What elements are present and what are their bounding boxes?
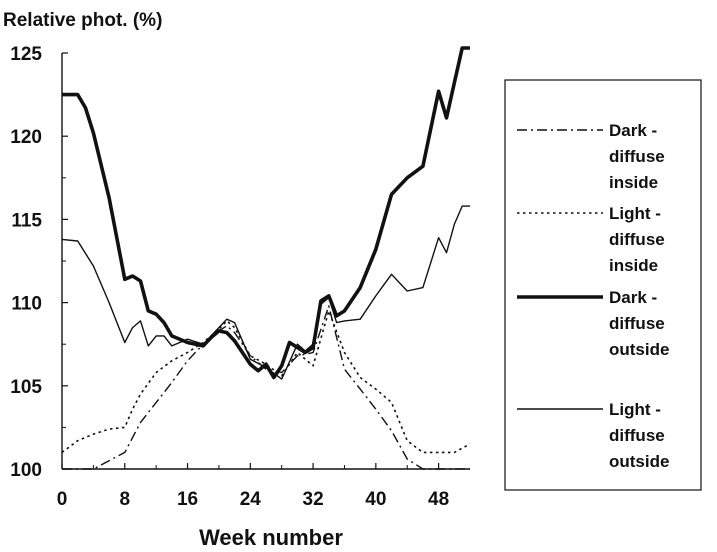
x-tick-label: 16: [177, 489, 198, 510]
y-axis-label: Relative phot. (%): [3, 10, 162, 31]
x-axis-label: Week number: [199, 525, 343, 550]
legend-label-line: inside: [609, 256, 658, 275]
y-tick-label: 120: [10, 127, 42, 148]
x-tick-label: 48: [428, 489, 449, 510]
y-tick-label: 100: [10, 460, 42, 481]
legend-label-line: diffuse: [609, 230, 665, 249]
legend-label-line: Light -: [609, 400, 661, 419]
series-line-3: [62, 46, 470, 380]
series-group: [61, 46, 471, 470]
legend-label-line: Dark -: [609, 121, 657, 140]
legend-label-line: Dark -: [609, 288, 657, 307]
axes: 100 105 110 115 120 125 0 8 16 24 32 40 48: [10, 44, 470, 510]
legend-label-line: outside: [609, 452, 669, 471]
legend: Dark - diffuse inside Light - diffuse inside D…: [504, 79, 702, 491]
y-tick-label: 105: [10, 377, 42, 398]
legend-label-line: diffuse: [609, 314, 665, 333]
y-tick-label: 115: [11, 210, 42, 231]
series-line-2: [61, 310, 471, 454]
x-tick-label: 32: [303, 489, 324, 510]
x-tick-label: 8: [119, 489, 130, 510]
legend-box: [504, 79, 702, 491]
x-tick-label: 24: [240, 489, 262, 510]
legend-label-line: Light -: [609, 204, 661, 223]
series-line-1: [62, 305, 470, 470]
x-tick-label: 40: [365, 489, 386, 510]
x-tick-label: 0: [57, 489, 68, 510]
legend-label-line: diffuse: [609, 147, 665, 166]
y-tick-label: 125: [10, 44, 42, 65]
y-tick-label: 110: [11, 294, 42, 315]
legend-label-line: outside: [609, 340, 669, 359]
series-line-4: [61, 205, 470, 380]
legend-label-line: inside: [609, 173, 658, 192]
legend-label-line: diffuse: [609, 426, 665, 445]
